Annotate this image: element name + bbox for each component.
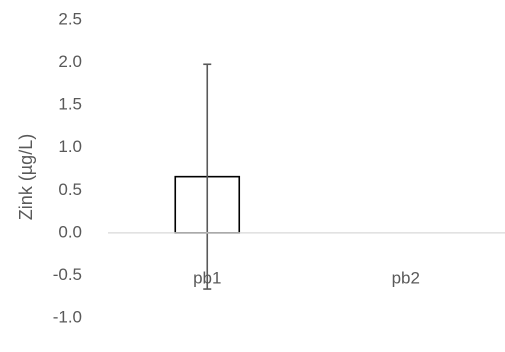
y-tick-label: 1.5 [58, 95, 82, 114]
y-tick-label: 1.0 [58, 137, 82, 156]
x-tick-label-pb2: pb2 [392, 268, 420, 287]
x-tick-label-pb1: pb1 [193, 268, 221, 287]
y-axis-title: Zink (µg/L) [16, 134, 36, 220]
x-axis-labels: pb1 pb2 [193, 268, 420, 287]
y-tick-label: 0.0 [58, 222, 82, 241]
y-tick-label: -1.0 [53, 307, 82, 326]
y-axis-ticks: 2.5 2.0 1.5 1.0 0.5 0.0 -0.5 -1.0 [53, 9, 82, 326]
error-bars-group [203, 63, 212, 290]
y-tick-label: 2.5 [58, 9, 82, 28]
y-tick-label: -0.5 [53, 265, 82, 284]
y-tick-label: 2.0 [58, 52, 82, 71]
y-tick-label: 0.5 [58, 180, 82, 199]
